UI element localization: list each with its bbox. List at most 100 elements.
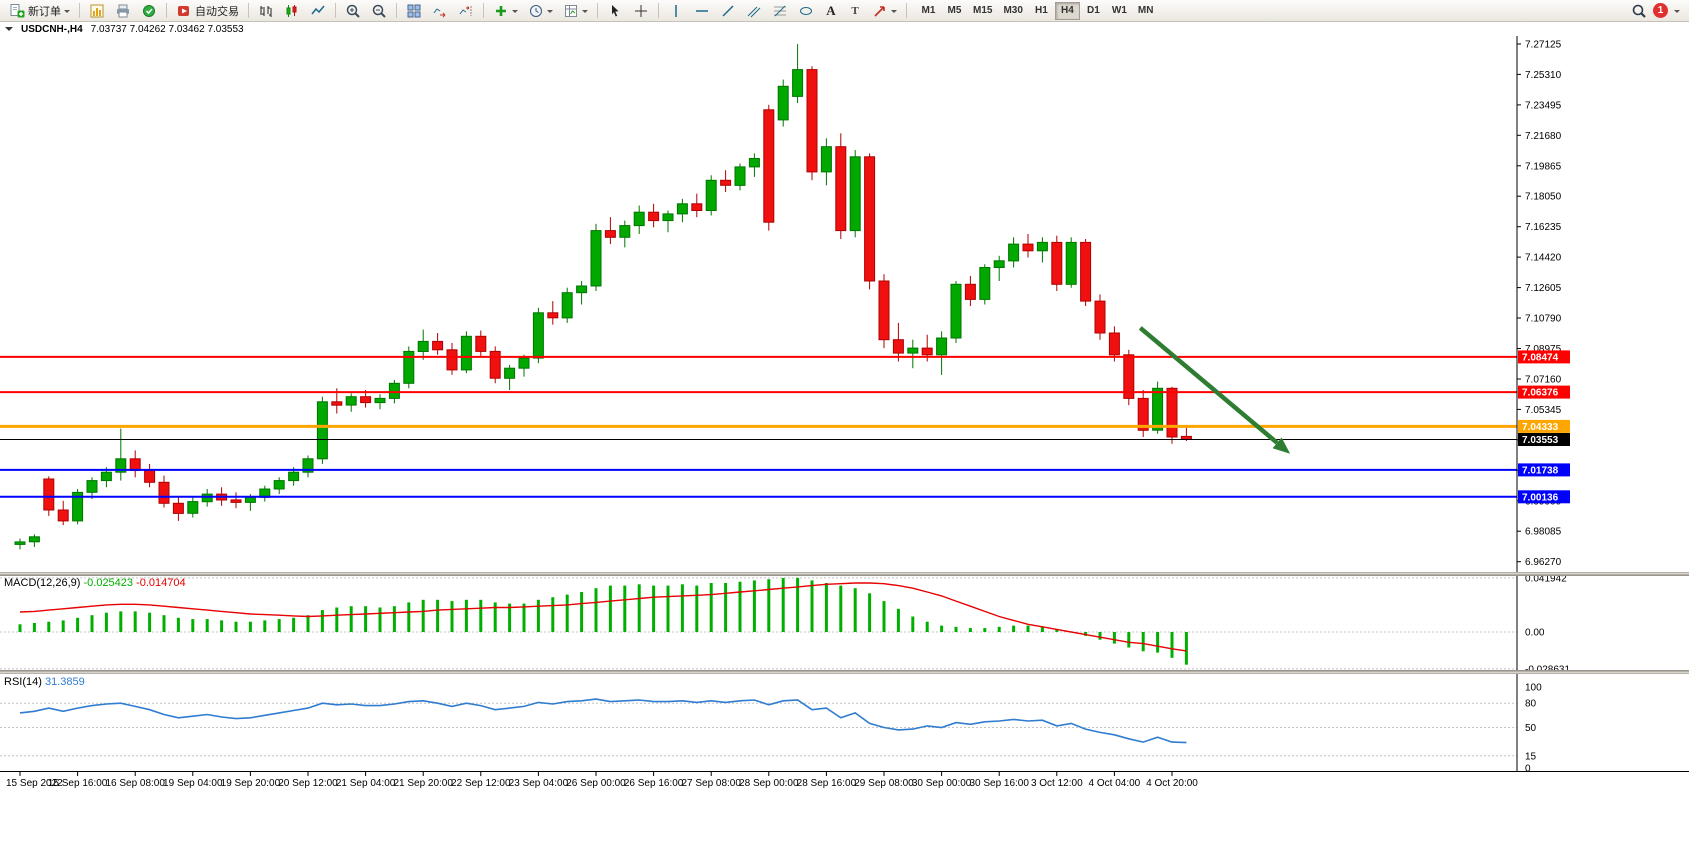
trendline-button[interactable] xyxy=(716,1,740,21)
bar-chart-button[interactable] xyxy=(254,1,278,21)
svg-text:21 Sep 04:00: 21 Sep 04:00 xyxy=(336,778,396,789)
svg-text:4 Oct 20:00: 4 Oct 20:00 xyxy=(1146,778,1198,789)
rsi-label: RSI(14) 31.3859 xyxy=(4,676,85,688)
separator xyxy=(396,3,397,18)
svg-text:3 Oct 12:00: 3 Oct 12:00 xyxy=(1031,778,1083,789)
chevron-down-icon xyxy=(547,9,553,16)
tf-h4-button[interactable]: H4 xyxy=(1054,1,1080,20)
svg-text:7.07160: 7.07160 xyxy=(1525,375,1562,386)
arrows-tool-button[interactable] xyxy=(868,1,901,21)
svg-text:7.27125: 7.27125 xyxy=(1525,40,1562,51)
cursor-button[interactable] xyxy=(603,1,627,21)
tf-w1-button[interactable]: W1 xyxy=(1107,2,1132,20)
price-chart-panel[interactable]: 7.27125 7.25310 7.23495 7.21680 7.19865 7.180… xyxy=(0,36,1689,577)
crosshair-icon xyxy=(633,3,649,19)
text-label-button[interactable]: T xyxy=(844,1,866,21)
rsi-canvas[interactable]: 100 80 50 15 0 RSI(14) 31.3859 xyxy=(0,674,1689,775)
svg-text:15 Sep 16:00: 15 Sep 16:00 xyxy=(48,778,108,789)
support-resistance-lines[interactable] xyxy=(0,355,1517,498)
tf-m30-button[interactable]: M30 xyxy=(998,2,1027,20)
tf-mn-button[interactable]: MN xyxy=(1133,2,1159,20)
macd-panel[interactable]: 0.041942 0.00 -0.028631 MACD(12,26,9) -0.02… xyxy=(0,573,1689,676)
tf-m15-button[interactable]: M15 xyxy=(968,2,997,20)
macd-signal-line xyxy=(19,582,1187,652)
line-chart-button[interactable] xyxy=(306,1,330,21)
trend-arrow[interactable] xyxy=(1138,326,1291,454)
templates-button[interactable] xyxy=(559,1,592,21)
arrow-tool-icon xyxy=(872,3,888,19)
auto-trading-label: 自动交易 xyxy=(195,5,239,18)
svg-text:50: 50 xyxy=(1525,723,1537,734)
new-order-button[interactable]: 新订单 xyxy=(5,1,74,21)
svg-text:6.98085: 6.98085 xyxy=(1525,527,1562,538)
svg-text:19 Sep 04:00: 19 Sep 04:00 xyxy=(163,778,223,789)
tf-m1-button[interactable]: M1 xyxy=(916,2,941,20)
clock-icon xyxy=(528,3,544,19)
svg-text:20 Sep 12:00: 20 Sep 12:00 xyxy=(278,778,338,789)
panel-divider[interactable] xyxy=(0,572,1689,575)
tf-d1-button[interactable]: D1 xyxy=(1081,2,1106,20)
trendline-icon xyxy=(720,3,736,19)
tf-h1-button[interactable]: H1 xyxy=(1029,2,1054,20)
ellipse-shape-icon xyxy=(798,3,814,19)
print-button[interactable] xyxy=(111,1,135,21)
svg-text:0.00: 0.00 xyxy=(1525,628,1545,639)
text-label-icon: T xyxy=(851,4,859,17)
channel-button[interactable] xyxy=(742,1,766,21)
price-chart-canvas[interactable]: 7.27125 7.25310 7.23495 7.21680 7.19865 7.180… xyxy=(0,36,1689,572)
chevron-down-icon[interactable] xyxy=(1674,9,1680,16)
shapes-button[interactable] xyxy=(794,1,818,21)
refresh-icon xyxy=(141,3,157,19)
auto-trading-button[interactable]: 自动交易 xyxy=(172,1,243,21)
print-icon xyxy=(115,3,131,19)
notification-badge[interactable]: 1 xyxy=(1653,3,1668,18)
zoom-in-button[interactable] xyxy=(341,1,365,21)
svg-text:7.08474: 7.08474 xyxy=(1522,352,1559,363)
auto-scroll-icon xyxy=(432,3,448,19)
svg-text:7.03553: 7.03553 xyxy=(1522,435,1559,446)
chart-shift-button[interactable] xyxy=(454,1,478,21)
vertical-line-button[interactable] xyxy=(664,1,688,21)
refresh-button[interactable] xyxy=(137,1,161,21)
macd-canvas[interactable]: 0.041942 0.00 -0.028631 MACD(12,26,9) -0.02… xyxy=(0,573,1689,675)
svg-text:7.04333: 7.04333 xyxy=(1522,422,1559,433)
chevron-down-icon xyxy=(891,9,897,16)
text-tool-button[interactable]: A xyxy=(820,1,842,21)
indicators-button[interactable] xyxy=(489,1,522,21)
tf-m5-button[interactable]: M5 xyxy=(942,2,967,20)
svg-text:19 Sep 20:00: 19 Sep 20:00 xyxy=(221,778,281,789)
tile-windows-button[interactable] xyxy=(402,1,426,21)
new-chart-button[interactable] xyxy=(85,1,109,21)
svg-text:7.18050: 7.18050 xyxy=(1525,192,1562,203)
price-axis[interactable]: 7.27125 7.25310 7.23495 7.21680 7.19865 7.180… xyxy=(1517,40,1570,569)
rsi-panel[interactable]: 100 80 50 15 0 RSI(14) 31.3859 xyxy=(0,674,1689,777)
svg-text:7.01738: 7.01738 xyxy=(1522,465,1559,476)
panel-divider[interactable] xyxy=(0,671,1689,674)
new-order-label: 新订单 xyxy=(28,5,61,18)
chart-symbol-title: USDCNH-,H4 xyxy=(21,23,83,35)
horizontal-line-button[interactable] xyxy=(690,1,714,21)
separator xyxy=(658,3,659,18)
bar-chart-icon xyxy=(258,3,274,19)
cursor-icon xyxy=(607,3,623,19)
time-axis[interactable]: 15 Sep 2022 15 Sep 16:00 16 Sep 08:00 19 Se… xyxy=(0,772,1689,799)
svg-text:-0.028631: -0.028631 xyxy=(1525,664,1570,671)
svg-text:80: 80 xyxy=(1525,699,1537,710)
collapse-icon[interactable] xyxy=(5,27,13,35)
zoom-out-button[interactable] xyxy=(367,1,391,21)
separator xyxy=(248,3,249,18)
auto-scroll-button[interactable] xyxy=(428,1,452,21)
svg-text:7.05345: 7.05345 xyxy=(1525,405,1562,416)
candlestick-chart-button[interactable] xyxy=(280,1,304,21)
crosshair-button[interactable] xyxy=(629,1,653,21)
periods-button[interactable] xyxy=(524,1,557,21)
candlestick-chart-icon xyxy=(284,3,300,19)
svg-text:30 Sep 00:00: 30 Sep 00:00 xyxy=(912,778,972,789)
toolbar-right-group: 1 xyxy=(1631,3,1684,19)
zoom-out-icon xyxy=(371,3,387,19)
search-icon[interactable] xyxy=(1631,3,1647,19)
fibonacci-button[interactable] xyxy=(768,1,792,21)
svg-text:22 Sep 12:00: 22 Sep 12:00 xyxy=(451,778,511,789)
chart-shift-icon xyxy=(458,3,474,19)
